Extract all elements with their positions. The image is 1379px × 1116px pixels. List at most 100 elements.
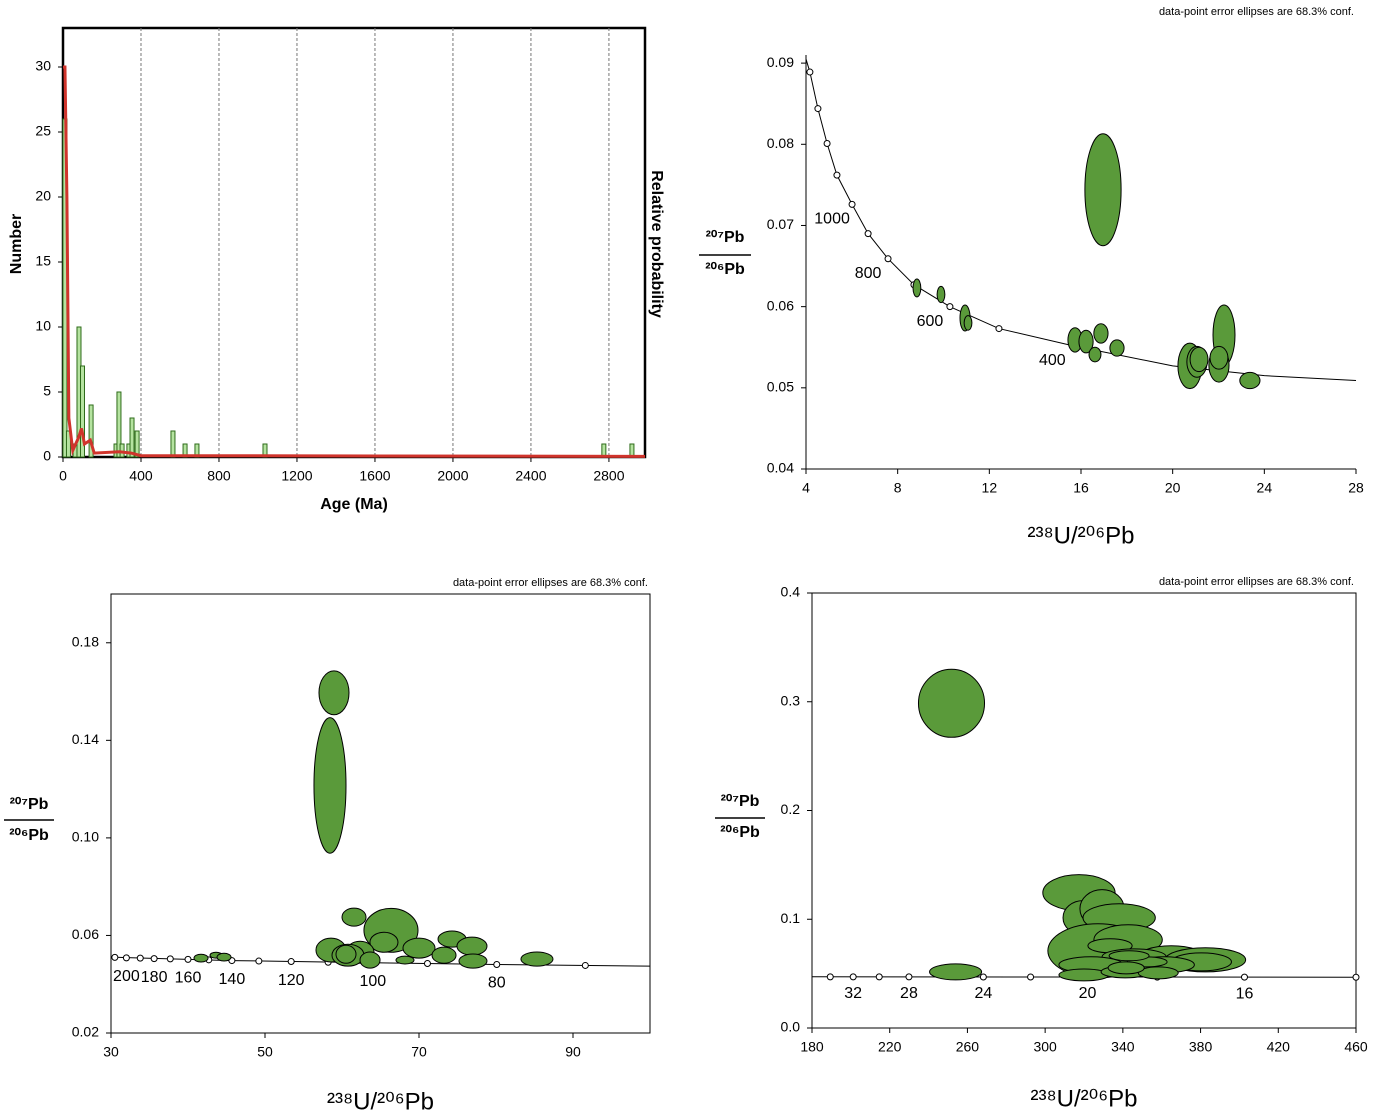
y-label-numerator: ²⁰⁷Pb: [706, 229, 745, 246]
age-marker: [166, 955, 174, 963]
age-marker: [111, 953, 119, 961]
x-tick-label: 2400: [515, 468, 546, 484]
age-label: 16: [1236, 985, 1254, 1002]
x-tick-label: 220: [878, 1039, 902, 1055]
y-tick-label: 0.4: [781, 584, 801, 600]
age-label: 800: [855, 265, 882, 282]
error-ellipse: [431, 946, 457, 964]
age-label: 32: [844, 985, 862, 1002]
age-marker: [826, 973, 834, 981]
concordia-curve: [110, 956, 651, 967]
x-axis-label: Age (Ma): [320, 496, 388, 513]
age-marker: [979, 973, 987, 981]
plot-frame: [61, 26, 647, 459]
age-label: 100: [359, 973, 386, 990]
x-tick-label: 70: [411, 1044, 427, 1060]
error-ellipse: [402, 937, 436, 959]
x-axis-label: ²³⁸U/²⁰⁶Pb: [327, 1088, 434, 1115]
histogram-bar: [88, 404, 94, 458]
age-marker: [823, 139, 831, 147]
x-tick-label: 180: [800, 1039, 824, 1055]
x-tick-label: 380: [1189, 1039, 1213, 1055]
x-tick-label: 460: [1344, 1039, 1368, 1055]
histogram-bar: [116, 391, 122, 458]
y-tick-label: 0.14: [72, 731, 99, 747]
error-ellipse: [1109, 339, 1125, 357]
x-tick-label: 420: [1267, 1039, 1291, 1055]
error-ellipse: [936, 285, 946, 304]
error-ellipse: [369, 931, 399, 953]
note: data-point error ellipses are 68.3% conf…: [453, 577, 648, 589]
error-ellipse: [216, 952, 232, 962]
age-label: 600: [917, 313, 944, 330]
x-tick-label: 800: [207, 468, 231, 484]
x-axis-label: ²³⁸U/²⁰⁶Pb: [1031, 1085, 1138, 1112]
x-tick-label: 50: [257, 1044, 273, 1060]
error-ellipse: [1137, 966, 1179, 980]
error-ellipse: [193, 953, 209, 963]
age-marker: [122, 954, 130, 962]
age-label: 28: [900, 985, 918, 1002]
y-tick-label: 0.04: [767, 460, 794, 476]
error-ellipse: [456, 936, 488, 956]
error-ellipse: [458, 953, 488, 969]
y-label-numerator: ²⁰⁷Pb: [721, 793, 760, 810]
x-axis-label: ²³⁸U/²⁰⁶Pb: [1028, 522, 1135, 549]
error-ellipse: [1088, 346, 1102, 363]
age-marker: [946, 303, 954, 311]
age-marker: [848, 200, 856, 208]
y-tick-label: 0.05: [767, 379, 794, 395]
age-marker: [184, 955, 192, 963]
age-marker: [493, 960, 501, 968]
y-label-denominator: ²⁰⁶Pb: [705, 261, 745, 278]
histogram-bar: [170, 430, 176, 458]
note: data-point error ellipses are 68.3% conf…: [1159, 576, 1354, 588]
x-tick-label: 2800: [593, 468, 624, 484]
error-ellipse: [1093, 323, 1109, 344]
x-tick-label: 12: [982, 480, 998, 496]
x-tick-label: 1600: [359, 468, 390, 484]
x-tick-label: 340: [1111, 1039, 1135, 1055]
histogram-bar: [134, 430, 140, 458]
y-tick-label: 0.1: [781, 910, 801, 926]
y-tick-label: 15: [35, 253, 51, 269]
error-ellipse: [917, 668, 986, 738]
age-marker: [833, 171, 841, 179]
age-marker: [423, 959, 431, 967]
age-label: 200: [113, 968, 140, 985]
error-ellipse: [1078, 329, 1094, 354]
error-ellipse: [520, 951, 554, 967]
age-label: 180: [141, 969, 168, 986]
age-marker: [1240, 973, 1248, 981]
x-tick-label: 24: [1257, 480, 1273, 496]
error-ellipse: [963, 315, 973, 331]
x-tick-label: 20: [1165, 480, 1181, 496]
age-label: 140: [219, 971, 246, 988]
age-marker: [1352, 973, 1360, 981]
error-ellipse: [929, 963, 983, 981]
y-tick-label: 10: [35, 318, 51, 334]
x-tick-label: 4: [802, 480, 810, 496]
y-tick-label: 0.06: [72, 926, 99, 942]
y-label-denominator: ²⁰⁶Pb: [720, 824, 760, 841]
age-marker: [1027, 973, 1035, 981]
error-ellipse: [341, 907, 367, 927]
y-tick-label: 0.3: [781, 692, 801, 708]
y-tick-label: 0: [43, 448, 51, 464]
age-marker: [884, 255, 892, 263]
error-ellipse: [1108, 950, 1150, 962]
y-tick-label: 20: [35, 188, 51, 204]
histogram-bar: [129, 417, 135, 458]
x-tick-label: 1200: [281, 468, 312, 484]
x-tick-label: 16: [1073, 480, 1089, 496]
age-marker: [905, 973, 913, 981]
y-label-numerator: ²⁰⁷Pb: [10, 796, 49, 813]
y-tick-label: 0.18: [72, 633, 99, 649]
y-tick-label: 0.08: [767, 135, 794, 151]
x-tick-label: 260: [956, 1039, 980, 1055]
note: data-point error ellipses are 68.3% conf…: [1159, 6, 1354, 18]
age-label: 20: [1079, 985, 1097, 1002]
error-ellipse: [1209, 345, 1229, 370]
age-marker: [849, 973, 857, 981]
error-ellipse: [395, 955, 415, 965]
